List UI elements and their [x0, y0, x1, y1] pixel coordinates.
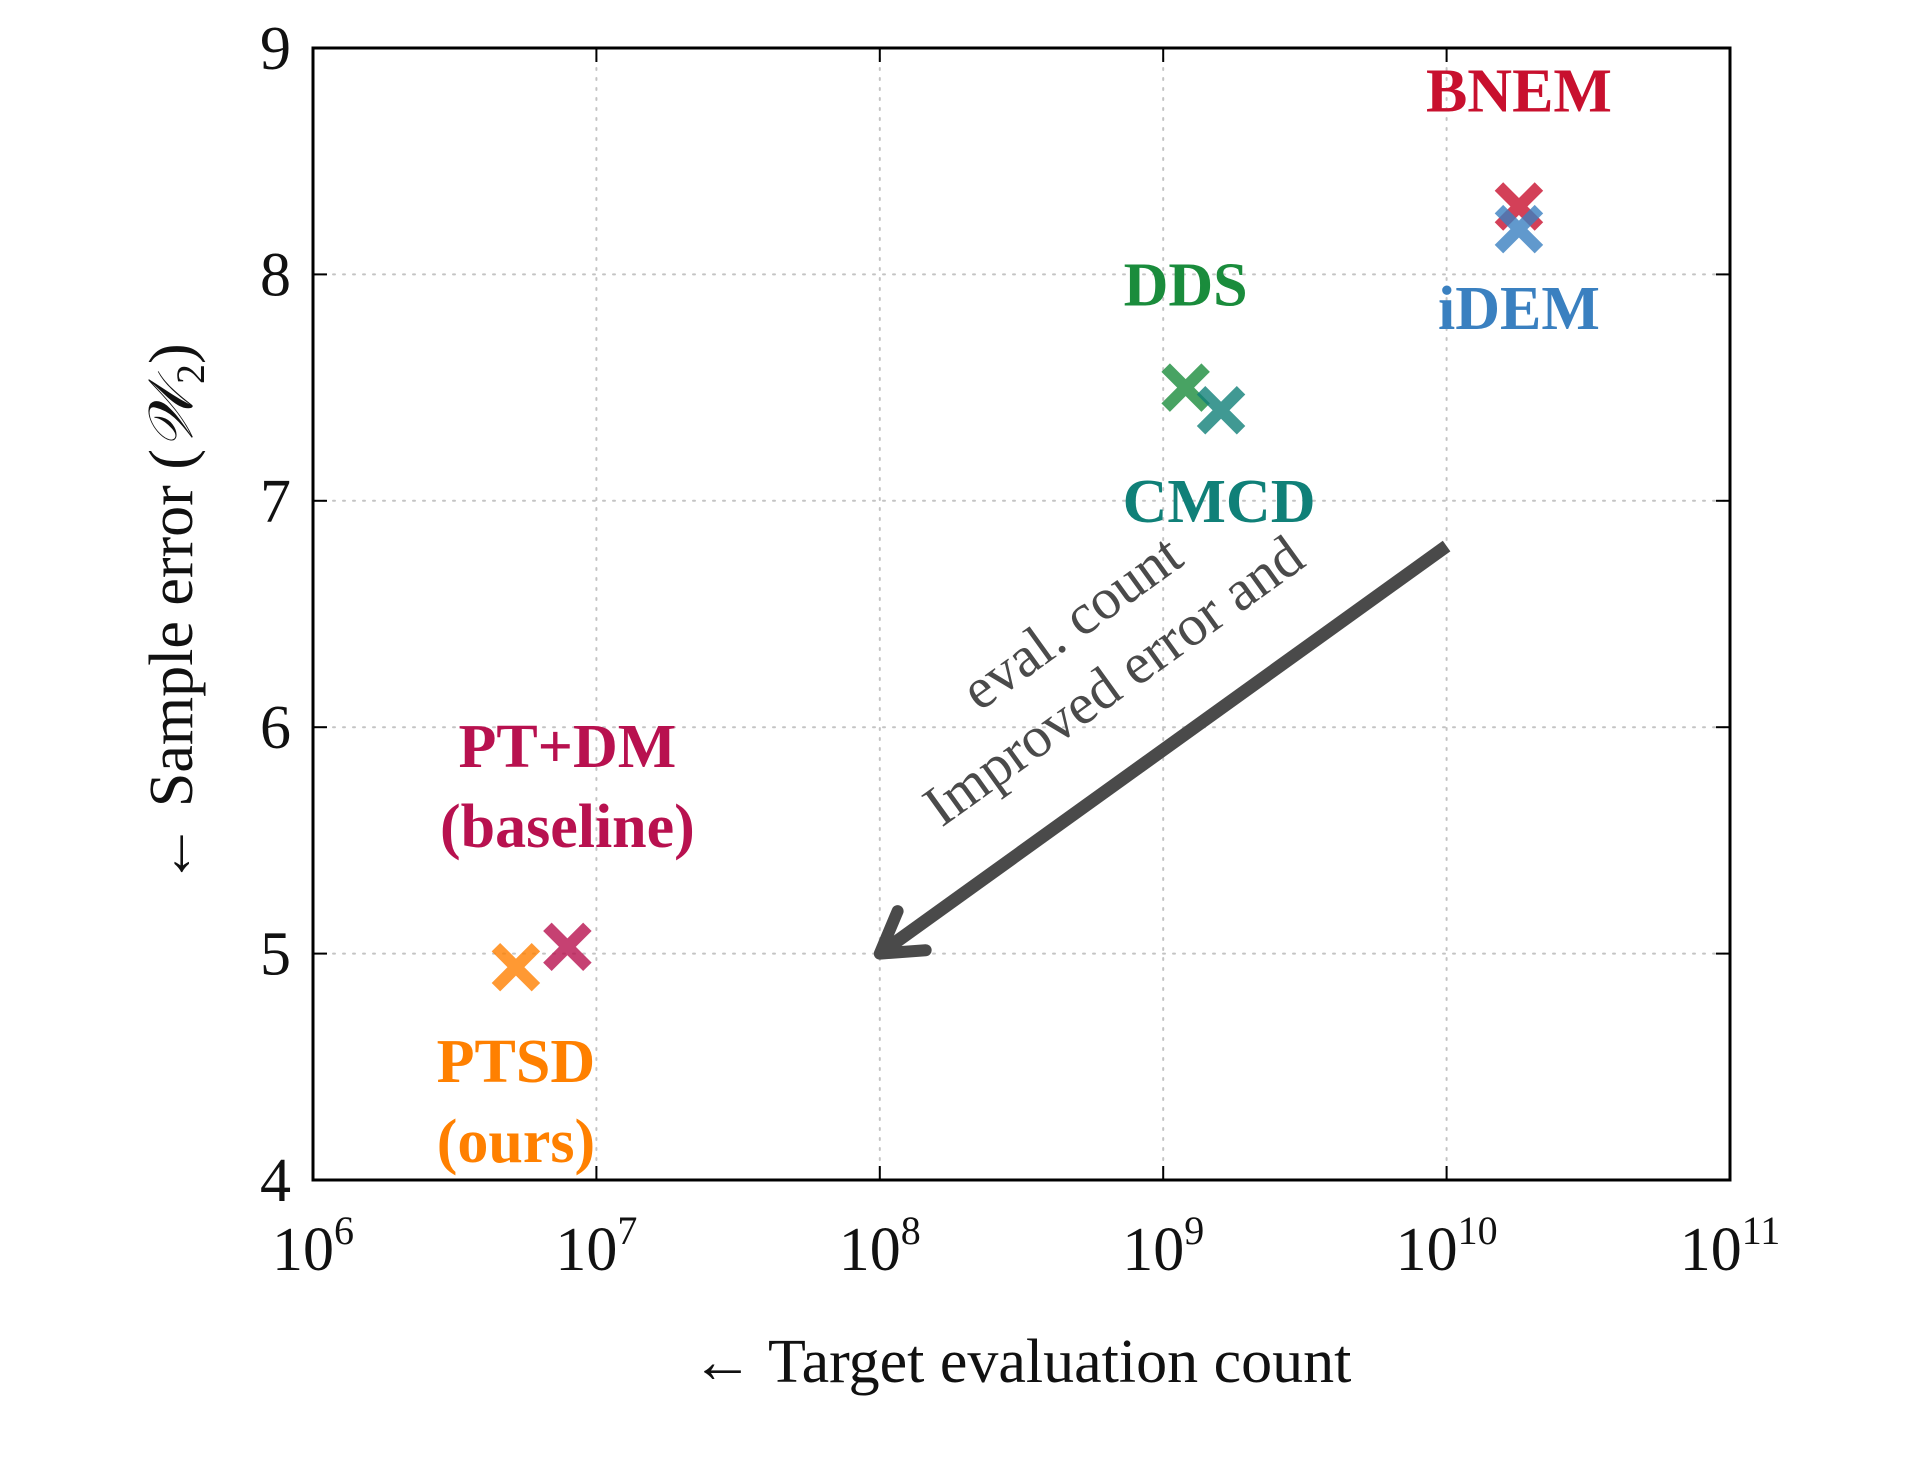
data-point [1494, 204, 1544, 254]
plot-frame [311, 46, 1732, 1182]
cross-marker [491, 942, 541, 992]
x-tick-label-exponent: 6 [334, 1208, 354, 1253]
point-label-line: DDS [1124, 252, 1248, 320]
point-label: iDEM [1438, 275, 1600, 343]
point-label-line: CMCD [1123, 468, 1316, 536]
data-point [491, 942, 541, 992]
x-tick-label: 109 [1122, 1208, 1204, 1284]
point-label: PT+DM (baseline) [440, 713, 695, 861]
point-label: BNEM [1426, 57, 1612, 125]
x-tick-label: 1011 [1680, 1208, 1781, 1284]
cross-marker [1196, 385, 1246, 435]
cross-marker [1494, 204, 1544, 254]
point-label: PTSD (ours) [437, 1028, 595, 1176]
arrow-head [873, 905, 932, 960]
x-tick-label-base: 10 [1396, 1216, 1458, 1284]
point-label: DDS [1124, 252, 1248, 320]
y-axis-title-subscript: 2 [168, 364, 213, 384]
data-point [1161, 363, 1210, 412]
x-tick-label-base: 10 [555, 1216, 617, 1284]
point-label: CMCD [1123, 468, 1316, 536]
arrow-shaft [880, 540, 1451, 956]
x-axis: 106 107 108 109 1010 1011 [272, 48, 1780, 1284]
x-tick-label-exponent: 10 [1458, 1208, 1498, 1253]
x-tick-label: 1010 [1396, 1208, 1498, 1284]
point-label-line: (baseline) [440, 793, 695, 861]
grid [312, 47, 1731, 1181]
x-tick-label: 107 [555, 1208, 637, 1284]
y-tick-label: 4 [260, 1147, 291, 1215]
point-label-line: iDEM [1438, 275, 1600, 343]
data-point [1196, 385, 1246, 435]
y-tick-label: 8 [260, 241, 291, 309]
x-tick-label: 106 [272, 1208, 354, 1284]
y-tick-label: 5 [260, 921, 291, 989]
x-tick-label-base: 10 [839, 1216, 901, 1284]
x-tick-label-base: 10 [1122, 1216, 1184, 1284]
y-tick-label: 7 [260, 468, 291, 536]
y-axis-title-close: ) [138, 343, 206, 364]
x-tick-label-exponent: 9 [1184, 1208, 1204, 1253]
y-axis-title: ← Sample error (𝒲2) [138, 343, 213, 884]
point-labels: BNEM iDEM DDS CMCD PT+DM (baseline) PTSD (ours) [437, 57, 1612, 1176]
point-label-line: BNEM [1426, 57, 1612, 125]
x-tick-label-base: 10 [1680, 1216, 1742, 1284]
point-label-line: PTSD [437, 1028, 595, 1096]
cross-marker [543, 922, 592, 972]
cross-marker [1161, 363, 1210, 412]
x-tick-label: 108 [839, 1208, 921, 1284]
y-axis-title-text: ← Sample error ( [138, 449, 206, 885]
point-label-line: (ours) [437, 1108, 595, 1176]
x-tick-label-exponent: 8 [901, 1208, 921, 1253]
x-tick-label-exponent: 11 [1742, 1208, 1781, 1253]
y-axis: 4 5 6 7 8 9 [260, 15, 1730, 1215]
point-label-line: PT+DM [458, 713, 676, 781]
y-tick-label: 9 [260, 15, 291, 83]
x-axis-title: ← Target evaluation count [692, 1328, 1352, 1396]
y-tick-label: 6 [260, 694, 291, 762]
x-tick-label-exponent: 7 [617, 1208, 637, 1253]
data-point [543, 922, 592, 972]
x-tick-label-base: 10 [272, 1216, 334, 1284]
data-points [491, 182, 1544, 992]
